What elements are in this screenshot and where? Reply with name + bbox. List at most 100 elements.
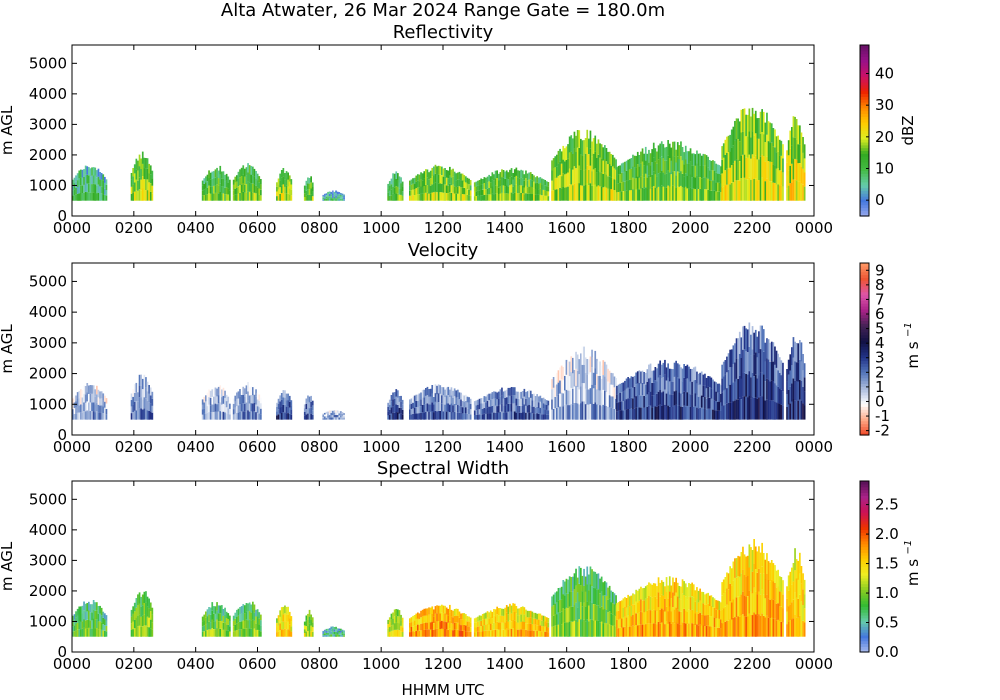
echo-column [431, 176, 434, 185]
echo-column [742, 591, 744, 615]
echo-column [209, 179, 212, 187]
colorbar-segment [860, 102, 869, 106]
echo-column [588, 404, 590, 420]
echo-column [664, 147, 666, 161]
echo-column [83, 601, 85, 611]
echo-column [803, 594, 806, 609]
echo-column [528, 389, 530, 398]
echo-column [234, 176, 237, 183]
echo-column [643, 395, 645, 408]
echo-column [483, 625, 486, 631]
echo-column [387, 188, 389, 193]
colorbar-segment [860, 121, 869, 126]
echo-column [509, 395, 511, 404]
colorbar-segment [860, 486, 869, 491]
echo-column [756, 398, 759, 420]
echo-column [649, 165, 652, 177]
echo-column [439, 183, 442, 193]
echo-column [551, 190, 553, 201]
echo-column [758, 591, 760, 615]
colorbar-tick-label: 0 [875, 191, 885, 209]
echo-column [247, 382, 249, 392]
echo-column [81, 177, 84, 186]
echo-column [803, 579, 806, 595]
echo-column [746, 157, 749, 180]
echo-column [702, 625, 705, 637]
echo-column [619, 392, 621, 402]
echo-column [554, 156, 557, 168]
echo-column [552, 605, 555, 616]
echo-column [720, 402, 722, 411]
echo-column [699, 588, 701, 601]
echo-column [648, 162, 650, 176]
echo-column [686, 624, 689, 637]
echo-column [343, 414, 345, 417]
echo-column [441, 411, 443, 420]
echo-column [751, 107, 754, 132]
echo-column [338, 632, 341, 635]
echo-column [515, 391, 518, 399]
echo-column [149, 387, 152, 396]
echo-column [201, 626, 204, 632]
echo-column [431, 621, 434, 630]
echo-column [662, 362, 665, 378]
echo-column [656, 151, 658, 164]
echo-column [646, 407, 649, 420]
echo-column [604, 609, 606, 623]
echo-column [605, 148, 608, 162]
echo-column [229, 620, 231, 627]
echo-column [89, 620, 92, 629]
echo-column [573, 573, 576, 590]
echo-column [239, 389, 241, 397]
echo-column [475, 414, 478, 420]
echo-column [343, 633, 345, 636]
echo-column [468, 626, 470, 632]
echo-column [216, 610, 218, 620]
echo-column [656, 381, 658, 394]
echo-column [696, 611, 698, 625]
echo-column [795, 400, 798, 420]
echo-column [240, 394, 243, 404]
echo-column [565, 146, 568, 160]
echo-column [221, 171, 223, 179]
echo-column [145, 387, 147, 399]
echo-column [504, 193, 506, 201]
echo-column [501, 411, 503, 420]
echo-column [488, 612, 490, 619]
echo-column [526, 398, 529, 406]
echo-column [73, 396, 76, 403]
echo-column [436, 628, 438, 637]
echo-column [242, 620, 245, 629]
echo-column [214, 169, 217, 178]
echo-column [436, 605, 438, 614]
echo-column [475, 410, 478, 415]
echo-column [279, 173, 281, 181]
echo-column [786, 369, 788, 382]
echo-column [523, 396, 526, 405]
echo-column [570, 621, 573, 637]
echo-column [518, 399, 521, 406]
x-tick-label: 2000 [671, 219, 709, 237]
echo-column [640, 586, 642, 600]
echo-column [605, 623, 608, 637]
echo-column [707, 408, 709, 420]
echo-column [75, 395, 77, 402]
echo-column [751, 349, 754, 373]
echo-column [612, 614, 614, 626]
echo-column [253, 184, 256, 193]
echo-column [423, 193, 426, 201]
echo-column [78, 621, 81, 630]
echo-column [800, 342, 803, 362]
echo-column [641, 624, 644, 637]
echo-column [659, 404, 661, 420]
echo-column [214, 192, 217, 201]
echo-column [335, 626, 337, 630]
echo-column [743, 108, 746, 132]
echo-column [544, 631, 546, 637]
echo-column [772, 581, 775, 600]
echo-column [576, 592, 579, 608]
echo-column [688, 163, 690, 176]
echo-column [240, 629, 243, 637]
echo-column [333, 410, 336, 413]
echo-column [517, 185, 519, 194]
